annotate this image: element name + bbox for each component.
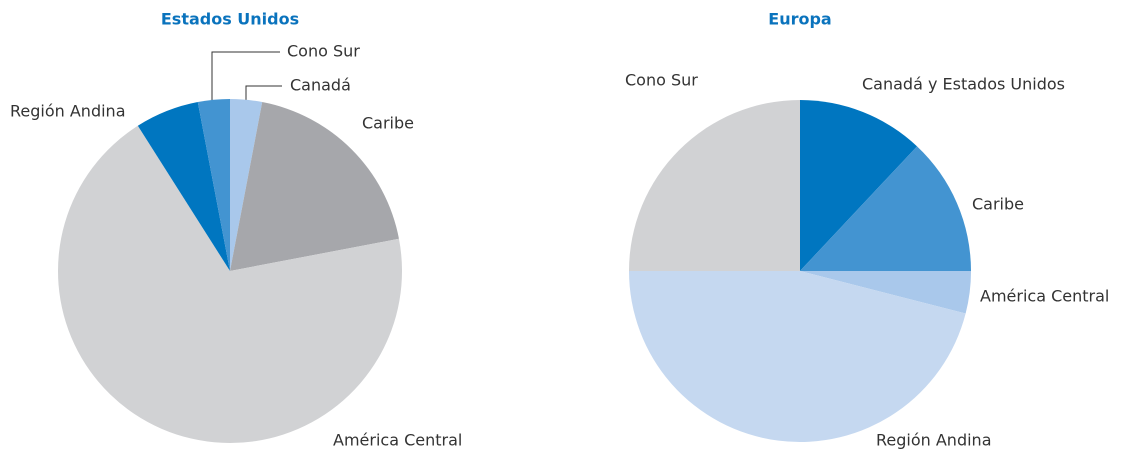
slice-label: Cono Sur bbox=[625, 71, 698, 90]
pie-slice bbox=[629, 100, 800, 271]
pie-slice bbox=[197, 99, 230, 271]
slice-label: América Central bbox=[333, 431, 462, 450]
slice-label: Cono Sur bbox=[287, 42, 360, 61]
slice-label: Región Andina bbox=[10, 102, 126, 121]
pie-slice bbox=[800, 100, 918, 271]
slice-label: Región Andina bbox=[876, 431, 992, 450]
pie-slice bbox=[629, 271, 966, 443]
pie-slice bbox=[57, 125, 403, 444]
slice-label: Caribe bbox=[972, 195, 1024, 214]
leader-line bbox=[245, 85, 282, 104]
chart-title: Europa bbox=[768, 10, 831, 29]
pie-slice bbox=[230, 102, 399, 271]
pie-slice bbox=[137, 102, 230, 271]
pie-slice bbox=[800, 271, 971, 314]
pie-slice bbox=[800, 146, 971, 271]
slice-label: América Central bbox=[980, 287, 1109, 306]
slice-label: Caribe bbox=[362, 114, 414, 133]
leader-line bbox=[211, 51, 280, 100]
slice-label: Canadá bbox=[290, 76, 351, 95]
pie-slice bbox=[230, 99, 263, 271]
chart-title: Estados Unidos bbox=[161, 10, 299, 29]
slice-label: Canadá y Estados Unidos bbox=[862, 75, 1065, 94]
